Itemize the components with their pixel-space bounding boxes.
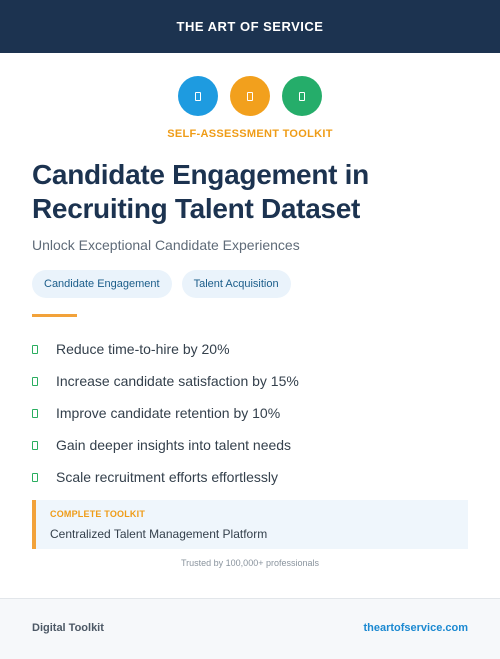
- footer: Digital Toolkit theartofservice.com: [0, 598, 500, 659]
- check-icon: [32, 344, 38, 354]
- document-glyph-icon: [247, 91, 253, 101]
- toolkit-callout: COMPLETE TOOLKIT Centralized Talent Mana…: [32, 500, 468, 549]
- orange-document-icon: [230, 76, 270, 116]
- toolkit-eyebrow: SELF-ASSESSMENT TOOLKIT: [167, 128, 333, 140]
- benefit-item: Increase candidate satisfaction by 15%: [32, 365, 472, 397]
- callout-label: COMPLETE TOOLKIT: [50, 509, 146, 519]
- top-header-bar: THE ART OF SERVICE: [0, 0, 500, 53]
- callout-text: Centralized Talent Management Platform: [50, 527, 268, 541]
- icon-row: [0, 76, 500, 116]
- tag-list: Candidate Engagement Talent Acquisition: [32, 270, 291, 298]
- check-icon: [32, 440, 38, 450]
- benefit-text: Gain deeper insights into talent needs: [56, 437, 292, 453]
- document-glyph-icon: [195, 91, 201, 101]
- footer-label: Digital Toolkit: [32, 622, 104, 634]
- blue-document-icon: [178, 76, 218, 116]
- benefit-item: Reduce time-to-hire by 20%: [32, 333, 472, 365]
- brand-title: THE ART OF SERVICE: [176, 19, 324, 34]
- trusted-note: Trusted by 100,000+ professionals: [180, 558, 319, 568]
- benefit-item: Gain deeper insights into talent needs: [32, 429, 472, 461]
- benefit-text: Reduce time-to-hire by 20%: [56, 341, 230, 357]
- document-glyph-icon: [299, 91, 305, 101]
- benefit-text: Improve candidate retention by 10%: [56, 405, 281, 421]
- check-icon: [32, 408, 38, 418]
- benefit-text: Increase candidate satisfaction by 15%: [56, 373, 299, 389]
- check-icon: [32, 376, 38, 386]
- page-title: Candidate Engagement in Recruiting Talen…: [32, 159, 369, 224]
- green-document-icon: [282, 76, 322, 116]
- tag-candidate-engagement[interactable]: Candidate Engagement: [32, 270, 172, 298]
- accent-divider: [32, 314, 77, 317]
- benefit-item: Scale recruitment efforts effortlessly: [32, 461, 472, 493]
- tag-talent-acquisition[interactable]: Talent Acquisition: [181, 270, 291, 298]
- website-link[interactable]: theartofservice.com: [363, 622, 468, 634]
- benefit-text: Scale recruitment efforts effortlessly: [56, 469, 279, 485]
- check-icon: [32, 472, 38, 482]
- page-subtitle: Unlock Exceptional Candidate Experiences: [32, 237, 300, 253]
- benefit-item: Improve candidate retention by 10%: [32, 397, 472, 429]
- benefit-list: Reduce time-to-hire by 20% Increase cand…: [32, 333, 472, 493]
